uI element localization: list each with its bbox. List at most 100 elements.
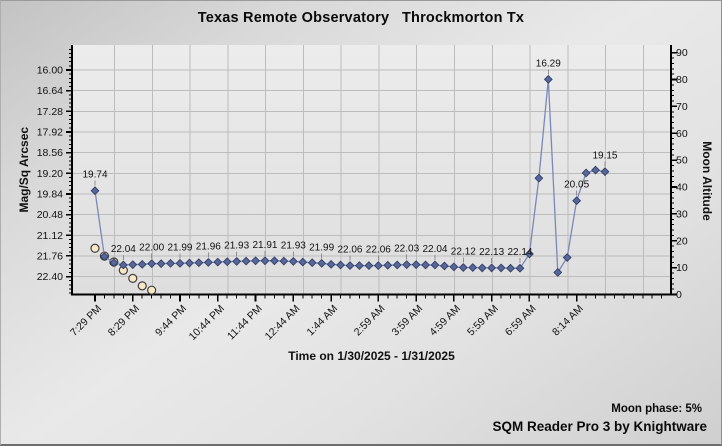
sqm-data-point xyxy=(496,263,506,273)
left-tick-labels: 16.00 16.64 17.28 17.92 18.56 19.20 19.84 20.48… xyxy=(37,65,63,284)
sqm-data-point xyxy=(553,267,563,277)
x-tick-label: 10:44 PM xyxy=(187,303,227,343)
x-tick-label: 8:29 PM xyxy=(106,303,142,339)
moon-altitude-point xyxy=(137,281,147,291)
right-tick-labels: 0 10 20 30 40 50 60 70 80 90 xyxy=(676,47,688,301)
right-tick-label: 50 xyxy=(676,155,688,167)
sqm-data-point xyxy=(128,260,138,270)
sqm-data-point xyxy=(251,256,260,266)
data-label: 22.04 xyxy=(422,244,447,255)
right-tick-label: 80 xyxy=(676,74,688,86)
right-tick-label: 70 xyxy=(676,101,688,113)
right-tick-label: 20 xyxy=(676,235,688,247)
data-label: 21.99 xyxy=(167,242,192,253)
left-tick-label: 21.76 xyxy=(37,250,63,262)
sqm-data-point xyxy=(477,263,487,273)
data-label: 21.91 xyxy=(252,240,277,251)
left-tick-label: 17.92 xyxy=(37,126,63,138)
x-tick-label: 7:29 PM xyxy=(68,303,104,339)
sqm-data-point xyxy=(392,260,402,270)
x-tick-label: 6:59 AM xyxy=(503,303,539,339)
data-label: 20.05 xyxy=(564,180,589,191)
sqm-data-point xyxy=(203,257,213,267)
sqm-data-point xyxy=(288,256,298,266)
sqm-data-point xyxy=(222,257,232,267)
left-tick-label: 21.12 xyxy=(37,230,63,242)
sqm-data-point xyxy=(543,74,553,84)
data-label: 21.93 xyxy=(224,240,249,251)
sqm-data-point xyxy=(156,259,166,269)
sqm-data-point xyxy=(562,253,572,262)
sqm-data-point xyxy=(100,252,109,262)
data-label: 22.03 xyxy=(394,244,419,255)
sqm-data-point xyxy=(487,263,497,273)
sqm-data-point xyxy=(591,165,600,175)
sqm-data-point xyxy=(468,263,478,272)
sqm-data-point xyxy=(241,256,251,266)
sqm-data-point xyxy=(534,173,544,183)
data-label: 22.13 xyxy=(479,247,504,258)
data-label: 22.06 xyxy=(366,245,391,256)
right-tick-label: 60 xyxy=(676,128,688,140)
sqm-data-point xyxy=(109,258,119,268)
x-tick-label: 9:44 PM xyxy=(153,303,189,339)
gridlines xyxy=(73,45,670,295)
sqm-data-point xyxy=(317,258,327,268)
right-tick-label: 0 xyxy=(676,289,682,301)
data-label: 22.00 xyxy=(139,243,164,254)
sqm-data-point xyxy=(411,260,421,270)
sqm-data-point xyxy=(430,260,440,270)
x-tick-label: 11:44 PM xyxy=(225,303,265,343)
sqm-data-point xyxy=(232,256,242,266)
left-tick-label: 17.28 xyxy=(37,106,63,118)
x-tick-label: 8:14 AM xyxy=(550,303,586,339)
branding-text: SQM Reader Pro 3 by Knightware xyxy=(492,419,707,434)
x-axis-title: Time on 1/30/2025 - 1/31/2025 xyxy=(288,349,455,363)
left-tick-label: 19.20 xyxy=(37,168,63,180)
axes xyxy=(70,45,673,296)
left-tick-label: 19.84 xyxy=(37,188,63,200)
moon-altitude-point xyxy=(128,273,138,283)
left-tick-label: 20.48 xyxy=(37,209,63,221)
data-label: 22.14 xyxy=(507,247,532,258)
data-label: 21.96 xyxy=(196,241,221,252)
x-tick-label: 12:44 AM xyxy=(263,303,303,343)
moon-phase-text: Moon phase: 5% xyxy=(611,403,702,415)
sqm-data-point xyxy=(449,262,459,272)
sqm-data-point xyxy=(506,263,515,273)
sqm-data-point xyxy=(147,259,157,269)
right-tick-label: 40 xyxy=(676,182,688,194)
sqm-data-point xyxy=(354,261,364,271)
sqm-data-point xyxy=(458,263,468,272)
axis-ticks xyxy=(66,48,677,302)
sqm-data-point xyxy=(373,261,383,271)
right-tick-label: 90 xyxy=(676,47,688,59)
x-tick-label: 3:59 AM xyxy=(389,303,425,339)
sqm-data-point xyxy=(90,186,100,196)
sqm-data-point xyxy=(383,260,393,270)
sqm-data-point xyxy=(581,168,591,178)
chart-title: Texas Remote Observatory Throckmorton Tx xyxy=(197,10,525,26)
sqm-data-point xyxy=(336,260,345,270)
sqm-data-point xyxy=(600,167,610,177)
sqm-data-point xyxy=(279,256,289,266)
left-tick-label: 16.64 xyxy=(37,85,63,97)
sqm-data-point xyxy=(524,249,534,259)
sqm-line-series xyxy=(90,74,610,277)
sqm-data-point xyxy=(307,258,317,268)
data-label: 21.93 xyxy=(281,240,306,251)
sqm-data-point xyxy=(260,256,270,266)
sqm-data-point xyxy=(515,263,525,273)
sqm-data-point xyxy=(213,257,223,267)
left-tick-label: 16.00 xyxy=(37,65,63,77)
y-left-axis-title: Mag/Sq Arcsec xyxy=(17,127,31,213)
sqm-data-point xyxy=(402,260,412,270)
sqm-data-point xyxy=(298,257,308,267)
data-label: 21.99 xyxy=(309,242,334,253)
moon-altitude-point xyxy=(147,285,157,295)
right-tick-label: 30 xyxy=(676,208,688,220)
sqm-data-point xyxy=(137,259,147,269)
